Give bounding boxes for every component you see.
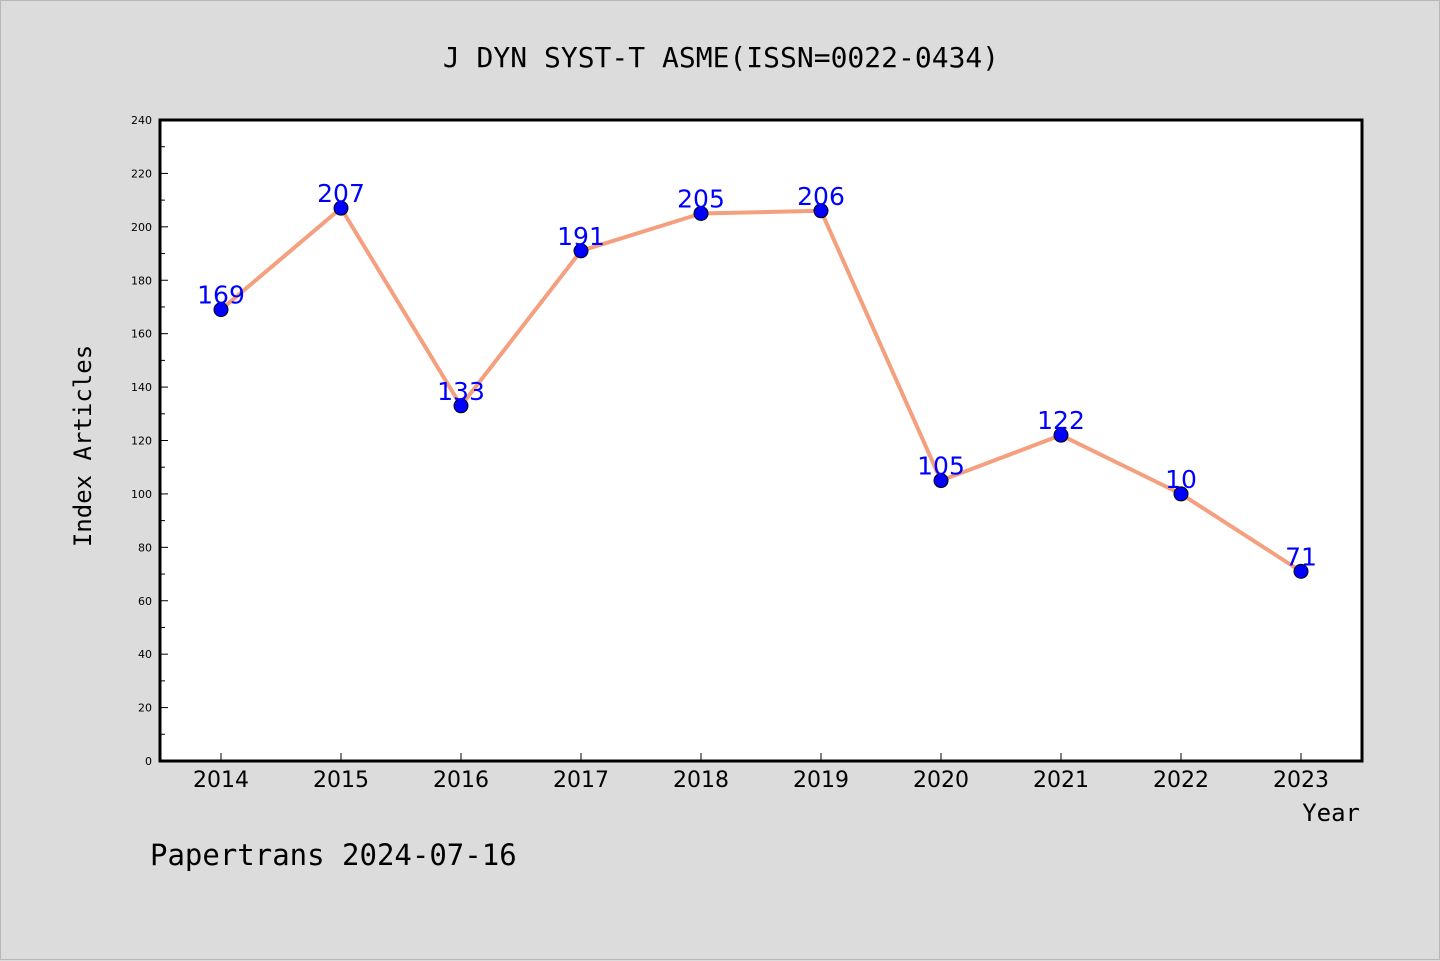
- data-label: 105: [917, 452, 965, 481]
- data-point: [1293, 563, 1309, 579]
- y-tick-label: 220: [131, 167, 152, 180]
- data-point: [813, 203, 829, 219]
- y-tick-label: 120: [131, 435, 152, 448]
- data-point: [453, 398, 469, 414]
- data-point: [693, 205, 709, 221]
- x-tick-label: 2014: [193, 768, 249, 793]
- chart-title: J DYN SYST-T ASME(ISSN=0022-0434): [443, 41, 999, 74]
- data-label: 133: [437, 377, 485, 406]
- data-label: 206: [797, 182, 845, 211]
- x-tick-label: 2015: [313, 768, 369, 793]
- data-label: 191: [557, 222, 605, 251]
- data-point: [1173, 486, 1189, 502]
- y-tick-label: 40: [138, 648, 152, 661]
- y-tick-label: 60: [138, 595, 152, 608]
- y-tick-label: 0: [145, 755, 152, 768]
- y-tick-label: 100: [131, 488, 152, 501]
- x-tick-label: 2020: [913, 768, 969, 793]
- data-label: 205: [677, 184, 725, 213]
- x-axis-title: Year: [1302, 799, 1360, 827]
- x-tick-label: 2018: [673, 768, 729, 793]
- series-line: [219, 206, 1303, 574]
- y-axis-title: Index Articles: [69, 345, 97, 547]
- y-tick-label: 160: [131, 328, 152, 341]
- x-tick-label: 2022: [1153, 768, 1209, 793]
- data-point: [1053, 427, 1069, 443]
- data-label: 10: [1165, 465, 1197, 494]
- x-axis: 2014 2015 2016 2017 2018 2019 2020 2021 2022 2023: [193, 753, 1329, 793]
- y-tick-label: 20: [138, 702, 152, 715]
- y-tick-label: 200: [131, 221, 152, 234]
- x-tick-label: 2023: [1273, 768, 1329, 793]
- x-tick-label: 2019: [793, 768, 849, 793]
- series-line-group: [213, 200, 1309, 579]
- data-point: [213, 302, 229, 318]
- footer-date-stamp: Papertrans 2024-07-16: [150, 838, 517, 872]
- data-label: 207: [317, 179, 365, 208]
- data-label: 71: [1285, 542, 1317, 571]
- data-label: 122: [1037, 406, 1085, 435]
- y-tick-label: 140: [131, 381, 152, 394]
- data-point: [573, 243, 589, 259]
- x-tick-label: 2016: [433, 768, 489, 793]
- y-tick-label: 180: [131, 274, 152, 287]
- plot-area: [158, 118, 1364, 763]
- data-point: [333, 200, 349, 216]
- x-tick-label: 2017: [553, 768, 609, 793]
- y-tick-label: 80: [138, 541, 152, 554]
- y-axis: 0 20 40 60 80 100 120 140 160 180 200 220 240: [131, 114, 168, 768]
- data-point: [933, 473, 949, 489]
- x-tick-label: 2021: [1033, 768, 1089, 793]
- data-label: 169: [197, 281, 245, 310]
- y-tick-label: 240: [131, 114, 152, 127]
- data-label-group: 169 207 133 191 205 206 105 122 10 71: [197, 179, 1317, 571]
